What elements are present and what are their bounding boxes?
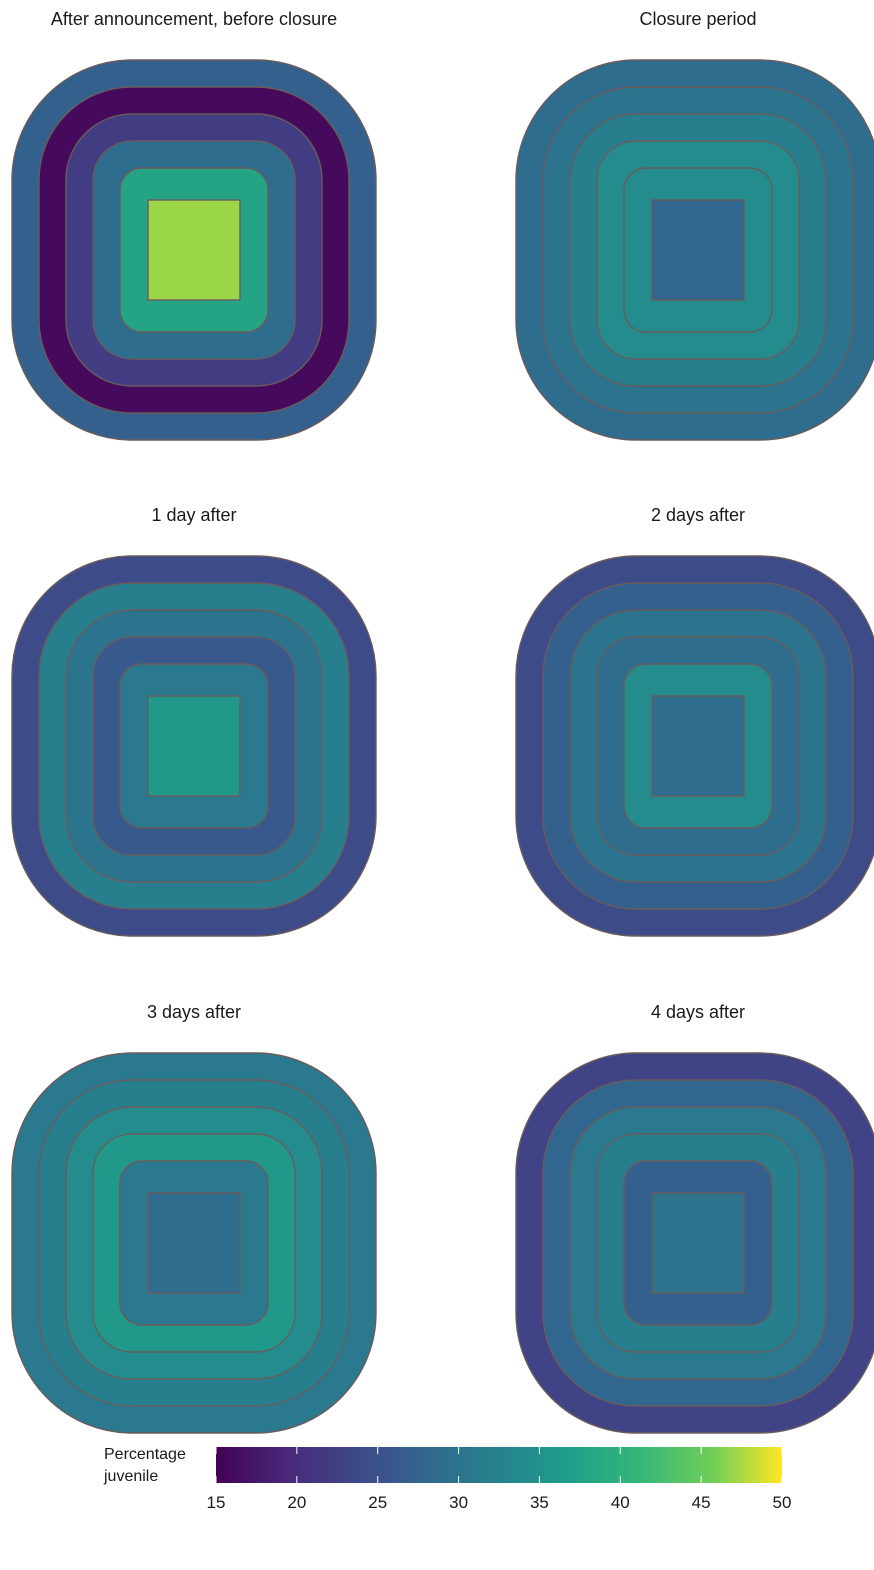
panel-4: 2 days after xyxy=(515,505,874,937)
colorbar-tick-label: 25 xyxy=(368,1493,387,1512)
panel-title: 3 days after xyxy=(147,1002,241,1022)
center-square xyxy=(147,695,241,797)
colorbar-tick-label: 15 xyxy=(207,1493,226,1512)
center-square xyxy=(651,695,745,797)
panel-title: 1 day after xyxy=(151,505,236,525)
center-square xyxy=(651,1192,745,1294)
panel-5: 3 days after xyxy=(11,1002,377,1434)
panel-6: 4 days after xyxy=(515,1002,874,1434)
colorbar-tick-label: 50 xyxy=(773,1493,792,1512)
center-square xyxy=(147,1192,241,1294)
colorbar-tick-label: 45 xyxy=(692,1493,711,1512)
panel-title: 2 days after xyxy=(651,505,745,525)
colorbar-tick-label: 20 xyxy=(287,1493,306,1512)
panel-3: 1 day after xyxy=(11,505,377,937)
center-square xyxy=(147,199,241,301)
colorbar-tick-label: 30 xyxy=(449,1493,468,1512)
colorbar-ticks: 15 20 25 30 35 40 45 50 xyxy=(207,1447,792,1512)
panel-title: 4 days after xyxy=(651,1002,745,1022)
panel-2: Closure period xyxy=(515,9,874,441)
panel-title: Closure period xyxy=(639,9,756,29)
panel-1: After announcement, before closure xyxy=(11,9,377,441)
center-square xyxy=(651,199,745,301)
colorbar-tick-label: 40 xyxy=(611,1493,630,1512)
panel-title: After announcement, before closure xyxy=(51,9,337,29)
colorbar-legend: Percentage juvenile 15 20 25 30 35 40 45 50 xyxy=(103,1446,791,1512)
colorbar xyxy=(216,1447,782,1483)
legend-title-line-2: juvenile xyxy=(103,1468,158,1485)
colorbar-tick-label: 35 xyxy=(530,1493,549,1512)
legend-title-line-1: Percentage xyxy=(104,1446,186,1463)
panels-group: After announcement, before closure Closur… xyxy=(11,9,874,1434)
